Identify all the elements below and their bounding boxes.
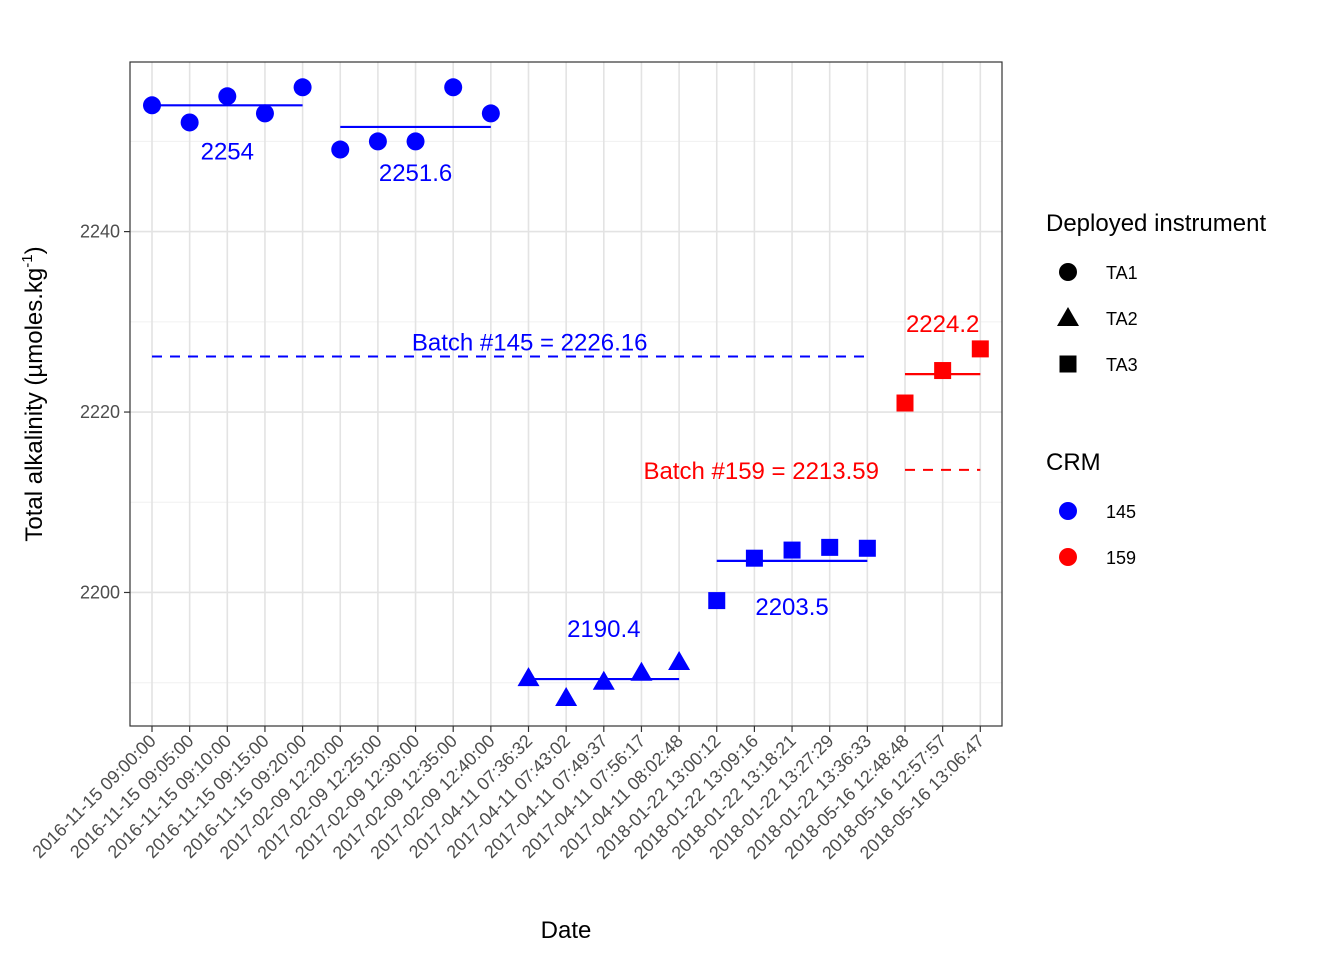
legend-title-crm: CRM	[1046, 449, 1101, 476]
data-point-circle	[481, 104, 500, 123]
y-axis-title-close: )	[21, 246, 48, 254]
legend-crm-entries: 145 159	[1059, 502, 1136, 568]
y-axis-title: Total alkalinity (µmoles.kg-1)	[19, 246, 48, 541]
legend-key-triangle	[1057, 307, 1079, 326]
y-axis-title-superscript: -1	[19, 254, 36, 267]
y-axis-title-main: Total alkalinity (µmoles.kg	[21, 268, 48, 542]
grid	[130, 62, 1002, 726]
legend-label: TA2	[1106, 309, 1138, 329]
data-point-square	[971, 340, 989, 358]
y-axis: 2200 2220 2240	[80, 222, 130, 602]
legend-key-circle	[1059, 263, 1077, 281]
data-point-circle	[444, 78, 463, 97]
data-point-triangle	[555, 687, 578, 707]
reference-lines	[152, 355, 981, 471]
data-point-square	[896, 394, 914, 412]
legend-key-square	[1059, 355, 1077, 373]
mean-label: 2203.5	[755, 594, 828, 621]
data-point-circle	[406, 132, 425, 151]
legend-instrument-entries: TA1 TA2 TA3	[1057, 263, 1138, 375]
data-point-square	[858, 539, 876, 557]
data-point-square	[708, 592, 726, 610]
mean-label: 2190.4	[567, 616, 640, 643]
data-point-circle	[218, 87, 237, 106]
legend-key-color	[1059, 502, 1077, 520]
data-point-square	[745, 549, 763, 567]
data-point-circle	[143, 96, 161, 115]
data-point-triangle	[668, 650, 691, 670]
data-point-circle	[293, 78, 312, 97]
legend-title-instrument: Deployed instrument	[1046, 210, 1266, 237]
data-point-circle	[368, 132, 387, 151]
data-point-triangle	[592, 670, 615, 690]
mean-label: 2224.2	[906, 311, 979, 338]
data-point-square	[934, 362, 952, 380]
legend-label: TA3	[1106, 355, 1138, 375]
data-point-triangle	[630, 661, 653, 681]
data-point-square	[821, 538, 839, 556]
annotations: Batch #145 = 2226.16 Batch #159 = 2213.59…	[201, 138, 980, 643]
data-point-circle	[180, 113, 199, 132]
legend: Deployed instrument TA1 TA2 TA3 CRM 145 159	[1046, 210, 1266, 568]
legend-label: TA1	[1106, 263, 1138, 283]
legend-label: 145	[1106, 502, 1136, 522]
data-point-triangle	[517, 667, 540, 687]
data-point-circle	[331, 140, 350, 159]
x-axis-title: Date	[541, 917, 592, 944]
reference-label: Batch #159 = 2213.59	[643, 458, 879, 485]
data-point-square	[783, 541, 801, 559]
reference-label: Batch #145 = 2226.16	[412, 329, 648, 356]
y-tick-label: 2240	[80, 222, 120, 242]
legend-key-color	[1059, 548, 1077, 566]
legend-label: 159	[1106, 548, 1136, 568]
data-points	[143, 78, 989, 707]
y-tick-label: 2220	[80, 402, 120, 422]
mean-label: 2254	[201, 138, 254, 165]
y-tick-label: 2200	[80, 582, 120, 602]
data-point-circle	[255, 104, 274, 123]
mean-label: 2251.6	[379, 160, 452, 187]
